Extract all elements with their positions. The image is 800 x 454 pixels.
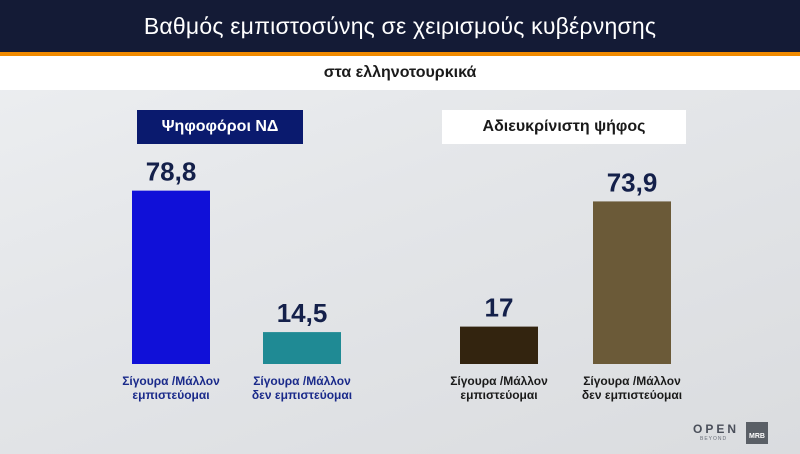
bar-category-label-0-line-2: εμπιστεύομαι <box>132 388 209 402</box>
group-label-nd-voters: Ψηφοφόροι ΝΔ <box>137 110 303 144</box>
subtitle-bar: στα ελληνοτουρκικά <box>0 56 800 90</box>
bar-value-label-1: 14,5 <box>277 298 328 328</box>
bar-2 <box>460 326 538 364</box>
mrb-logo: MRB <box>746 422 768 444</box>
bar-0 <box>132 190 210 364</box>
bar-value-label-2: 17 <box>485 293 514 323</box>
bar-category-label-3-line-2: δεν εμπιστεύομαι <box>582 388 682 402</box>
bar-category-label-2-line-2: εμπιστεύομαι <box>460 388 537 402</box>
bar-category-label-1-line-2: δεν εμπιστεύομαι <box>252 388 352 402</box>
bar-value-label-3: 73,9 <box>607 167 658 197</box>
open-beyond-logo: BEYOND <box>700 436 728 442</box>
bar-category-label-0-line-1: Σίγουρα /Μάλλον <box>122 374 220 388</box>
header-bar: Βαθμός εμπιστοσύνης σε χειρισμούς κυβέρν… <box>0 0 800 56</box>
bar-3 <box>593 201 671 364</box>
group-label-undecided: Αδιευκρίνιστη ψήφος <box>442 110 686 144</box>
chart-title: Βαθμός εμπιστοσύνης σε χειρισμούς κυβέρν… <box>143 13 657 39</box>
open-logo: OPEN <box>693 422 740 436</box>
bar-value-label-0: 78,8 <box>146 157 197 187</box>
bar-category-label-2-line-1: Σίγουρα /Μάλλον <box>450 374 548 388</box>
chart-subtitle: στα ελληνοτουρκικά <box>323 64 477 81</box>
bar-category-label-3-line-1: Σίγουρα /Μάλλον <box>583 374 681 388</box>
bar-1 <box>263 332 341 364</box>
bar-category-label-1-line-1: Σίγουρα /Μάλλον <box>253 374 351 388</box>
